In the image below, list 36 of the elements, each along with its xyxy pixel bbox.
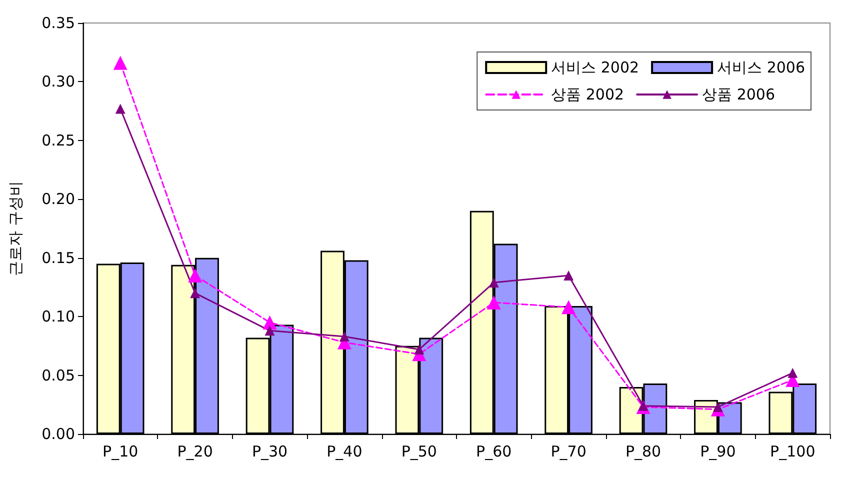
point bbox=[115, 104, 126, 114]
legend-label: 서비스 2002 bbox=[551, 58, 640, 76]
point bbox=[113, 56, 128, 70]
point bbox=[562, 300, 576, 314]
x-tick-label: P_30 bbox=[252, 442, 288, 460]
point bbox=[262, 315, 277, 330]
y-tick-label: 0.15 bbox=[42, 248, 75, 267]
y-tick-label: 0.25 bbox=[42, 131, 75, 150]
x-tick-label: P_80 bbox=[625, 442, 662, 460]
x-tick-label: P_90 bbox=[700, 442, 736, 460]
point bbox=[188, 268, 202, 282]
legend-label: 상품 2006 bbox=[702, 86, 776, 104]
point bbox=[264, 326, 275, 336]
x-tick-label: P_20 bbox=[177, 442, 213, 460]
y-tick-label: 0.30 bbox=[42, 72, 75, 91]
y-tick-label: 0.20 bbox=[42, 190, 75, 208]
y-axis-title: 근로자 구성비 bbox=[6, 181, 24, 276]
y-tick-label: 0.05 bbox=[42, 366, 75, 384]
y-tick-label: 0.00 bbox=[42, 425, 75, 443]
legend-label: 상품 2002 bbox=[551, 86, 624, 104]
y-tick-label: 0.10 bbox=[42, 308, 75, 326]
x-tick-label: P_70 bbox=[550, 442, 586, 460]
x-tick-label: P_60 bbox=[476, 442, 512, 460]
point bbox=[788, 368, 798, 378]
point bbox=[488, 278, 499, 288]
point bbox=[564, 270, 574, 280]
x-tick-label: P_50 bbox=[401, 442, 437, 460]
x-tick-label: P_40 bbox=[326, 442, 362, 460]
point bbox=[339, 332, 350, 342]
legend-label: 서비스 2006 bbox=[717, 58, 806, 76]
x-tick-label: P_100 bbox=[770, 442, 816, 460]
point bbox=[486, 295, 501, 310]
point bbox=[414, 344, 424, 354]
y-tick-label: 0.35 bbox=[42, 14, 75, 32]
x-tick-label: P_10 bbox=[102, 442, 138, 460]
point bbox=[190, 288, 200, 298]
